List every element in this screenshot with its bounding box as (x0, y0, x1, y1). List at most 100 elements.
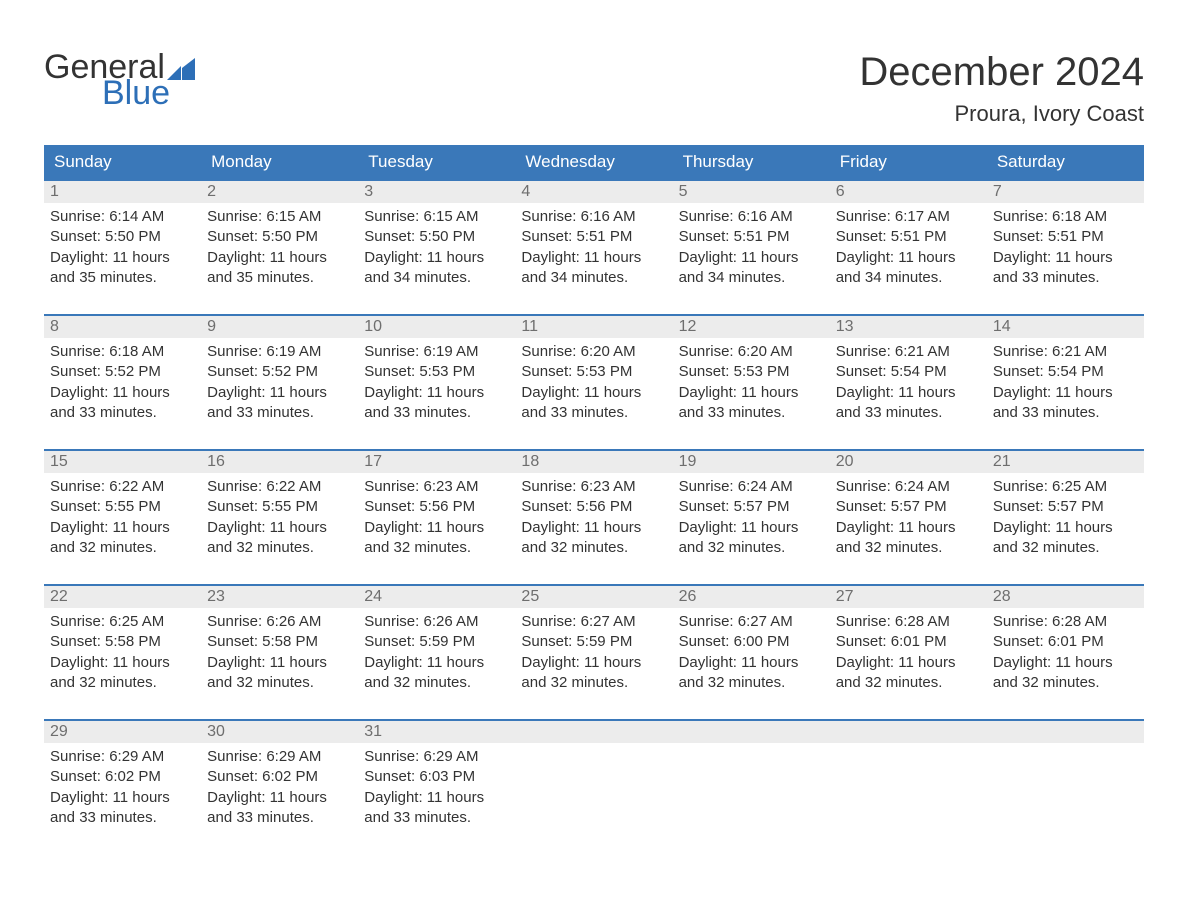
dayname-monday: Monday (201, 145, 358, 179)
day-dl2: and 33 minutes. (993, 268, 1138, 288)
day-sunset: Sunset: 5:56 PM (521, 497, 666, 517)
dayname-friday: Friday (830, 145, 987, 179)
day-dl1: Daylight: 11 hours (50, 518, 195, 538)
day-sunrise: Sunrise: 6:14 AM (50, 207, 195, 227)
day-cell: 30Sunrise: 6:29 AMSunset: 6:02 PMDayligh… (201, 721, 358, 832)
day-dl2: and 32 minutes. (207, 673, 352, 693)
day-dl1: Daylight: 11 hours (521, 383, 666, 403)
dayname-sunday: Sunday (44, 145, 201, 179)
day-number: 8 (44, 316, 201, 338)
day-sunrise: Sunrise: 6:18 AM (993, 207, 1138, 227)
day-dl1: Daylight: 11 hours (207, 788, 352, 808)
day-number: 4 (515, 181, 672, 203)
day-dl2: and 33 minutes. (50, 403, 195, 423)
day-dl1: Daylight: 11 hours (207, 518, 352, 538)
day-sunset: Sunset: 5:50 PM (207, 227, 352, 247)
day-sunset: Sunset: 5:57 PM (679, 497, 824, 517)
day-content: Sunrise: 6:21 AMSunset: 5:54 PMDaylight:… (830, 338, 987, 427)
day-sunset: Sunset: 5:53 PM (521, 362, 666, 382)
dayname-tuesday: Tuesday (358, 145, 515, 179)
dayname-saturday: Saturday (987, 145, 1144, 179)
day-number: 17 (358, 451, 515, 473)
day-number: 24 (358, 586, 515, 608)
day-cell: 23 Sunrise: 6:26 AMSunset: 5:58 PMDayligh… (201, 586, 358, 697)
day-cell (987, 721, 1144, 832)
day-dl2: and 33 minutes. (207, 403, 352, 423)
day-sunset: Sunset: 5:53 PM (679, 362, 824, 382)
week-row: 1Sunrise: 6:14 AMSunset: 5:50 PMDaylight… (44, 179, 1144, 292)
calendar-grid: SundayMondayTuesdayWednesdayThursdayFrid… (44, 145, 1144, 832)
day-cell: 22Sunrise: 6:25 AMSunset: 5:58 PMDayligh… (44, 586, 201, 697)
day-dl1: Daylight: 11 hours (679, 653, 824, 673)
day-cell: 26Sunrise: 6:27 AMSunset: 6:00 PMDayligh… (673, 586, 830, 697)
page-header: General Blue December 2024 Proura, Ivory… (44, 50, 1144, 127)
week-row: 15Sunrise: 6:22 AMSunset: 5:55 PMDayligh… (44, 449, 1144, 562)
dayname-thursday: Thursday (673, 145, 830, 179)
day-sunrise: Sunrise: 6:20 AM (679, 342, 824, 362)
day-sunset: Sunset: 6:03 PM (364, 767, 509, 787)
day-content: Sunrise: 6:29 AMSunset: 6:02 PMDaylight:… (201, 743, 358, 832)
day-sunset: Sunset: 5:50 PM (364, 227, 509, 247)
day-number: 2 (201, 181, 358, 203)
day-number (515, 721, 672, 743)
day-sunrise: Sunrise: 6:18 AM (50, 342, 195, 362)
day-sunrise: Sunrise: 6:21 AM (993, 342, 1138, 362)
day-dl2: and 32 minutes. (50, 538, 195, 558)
day-dl2: and 32 minutes. (993, 673, 1138, 693)
day-cell: 24Sunrise: 6:26 AMSunset: 5:59 PMDayligh… (358, 586, 515, 697)
day-cell: 17Sunrise: 6:23 AMSunset: 5:56 PMDayligh… (358, 451, 515, 562)
day-cell: 4Sunrise: 6:16 AMSunset: 5:51 PMDaylight… (515, 181, 672, 292)
day-sunset: Sunset: 5:54 PM (836, 362, 981, 382)
day-dl2: and 34 minutes. (521, 268, 666, 288)
day-content: Sunrise: 6:27 AMSunset: 5:59 PMDaylight:… (515, 608, 672, 697)
day-cell: 29Sunrise: 6:29 AMSunset: 6:02 PMDayligh… (44, 721, 201, 832)
day-dl2: and 32 minutes. (207, 538, 352, 558)
day-sunset: Sunset: 5:58 PM (207, 632, 352, 652)
day-sunrise: Sunrise: 6:27 AM (521, 612, 666, 632)
day-cell: 10Sunrise: 6:19 AMSunset: 5:53 PMDayligh… (358, 316, 515, 427)
dayname-wednesday: Wednesday (515, 145, 672, 179)
day-sunset: Sunset: 5:56 PM (364, 497, 509, 517)
day-sunrise: Sunrise: 6:15 AM (364, 207, 509, 227)
day-content: Sunrise: 6:14 AMSunset: 5:50 PMDaylight:… (44, 203, 201, 292)
day-number: 18 (515, 451, 672, 473)
day-number: 12 (673, 316, 830, 338)
day-sunrise: Sunrise: 6:26 AM (364, 612, 509, 632)
day-cell: 15Sunrise: 6:22 AMSunset: 5:55 PMDayligh… (44, 451, 201, 562)
day-sunrise: Sunrise: 6:23 AM (364, 477, 509, 497)
day-dl1: Daylight: 11 hours (207, 653, 352, 673)
day-content: Sunrise: 6:23 AMSunset: 5:56 PMDaylight:… (358, 473, 515, 562)
day-dl2: and 34 minutes. (364, 268, 509, 288)
day-content: Sunrise: 6:25 AMSunset: 5:57 PMDaylight:… (987, 473, 1144, 562)
day-cell: 5Sunrise: 6:16 AMSunset: 5:51 PMDaylight… (673, 181, 830, 292)
day-dl1: Daylight: 11 hours (993, 248, 1138, 268)
day-sunset: Sunset: 5:50 PM (50, 227, 195, 247)
day-number: 14 (987, 316, 1144, 338)
day-content: Sunrise: 6:28 AMSunset: 6:01 PMDaylight:… (987, 608, 1144, 697)
week-row: 8Sunrise: 6:18 AMSunset: 5:52 PMDaylight… (44, 314, 1144, 427)
day-content: Sunrise: 6:17 AMSunset: 5:51 PMDaylight:… (830, 203, 987, 292)
day-number: 26 (673, 586, 830, 608)
day-content: Sunrise: 6:20 AMSunset: 5:53 PMDaylight:… (515, 338, 672, 427)
day-number: 23 (201, 586, 358, 608)
day-cell: 9Sunrise: 6:19 AMSunset: 5:52 PMDaylight… (201, 316, 358, 427)
day-dl2: and 33 minutes. (993, 403, 1138, 423)
day-sunrise: Sunrise: 6:29 AM (364, 747, 509, 767)
day-dl1: Daylight: 11 hours (836, 653, 981, 673)
day-sunrise: Sunrise: 6:24 AM (836, 477, 981, 497)
day-dl1: Daylight: 11 hours (364, 788, 509, 808)
brand-logo: General Blue (44, 50, 195, 110)
day-cell: 13Sunrise: 6:21 AMSunset: 5:54 PMDayligh… (830, 316, 987, 427)
day-cell: 31Sunrise: 6:29 AMSunset: 6:03 PMDayligh… (358, 721, 515, 832)
day-content: Sunrise: 6:18 AMSunset: 5:52 PMDaylight:… (44, 338, 201, 427)
day-dl2: and 33 minutes. (50, 808, 195, 828)
day-dl1: Daylight: 11 hours (679, 518, 824, 538)
day-cell (673, 721, 830, 832)
day-sunrise: Sunrise: 6:29 AM (207, 747, 352, 767)
day-content: Sunrise: 6:28 AMSunset: 6:01 PMDaylight:… (830, 608, 987, 697)
week-row: 29Sunrise: 6:29 AMSunset: 6:02 PMDayligh… (44, 719, 1144, 832)
day-sunrise: Sunrise: 6:26 AM (207, 612, 352, 632)
day-dl2: and 33 minutes. (836, 403, 981, 423)
day-cell: 1Sunrise: 6:14 AMSunset: 5:50 PMDaylight… (44, 181, 201, 292)
day-number: 30 (201, 721, 358, 743)
